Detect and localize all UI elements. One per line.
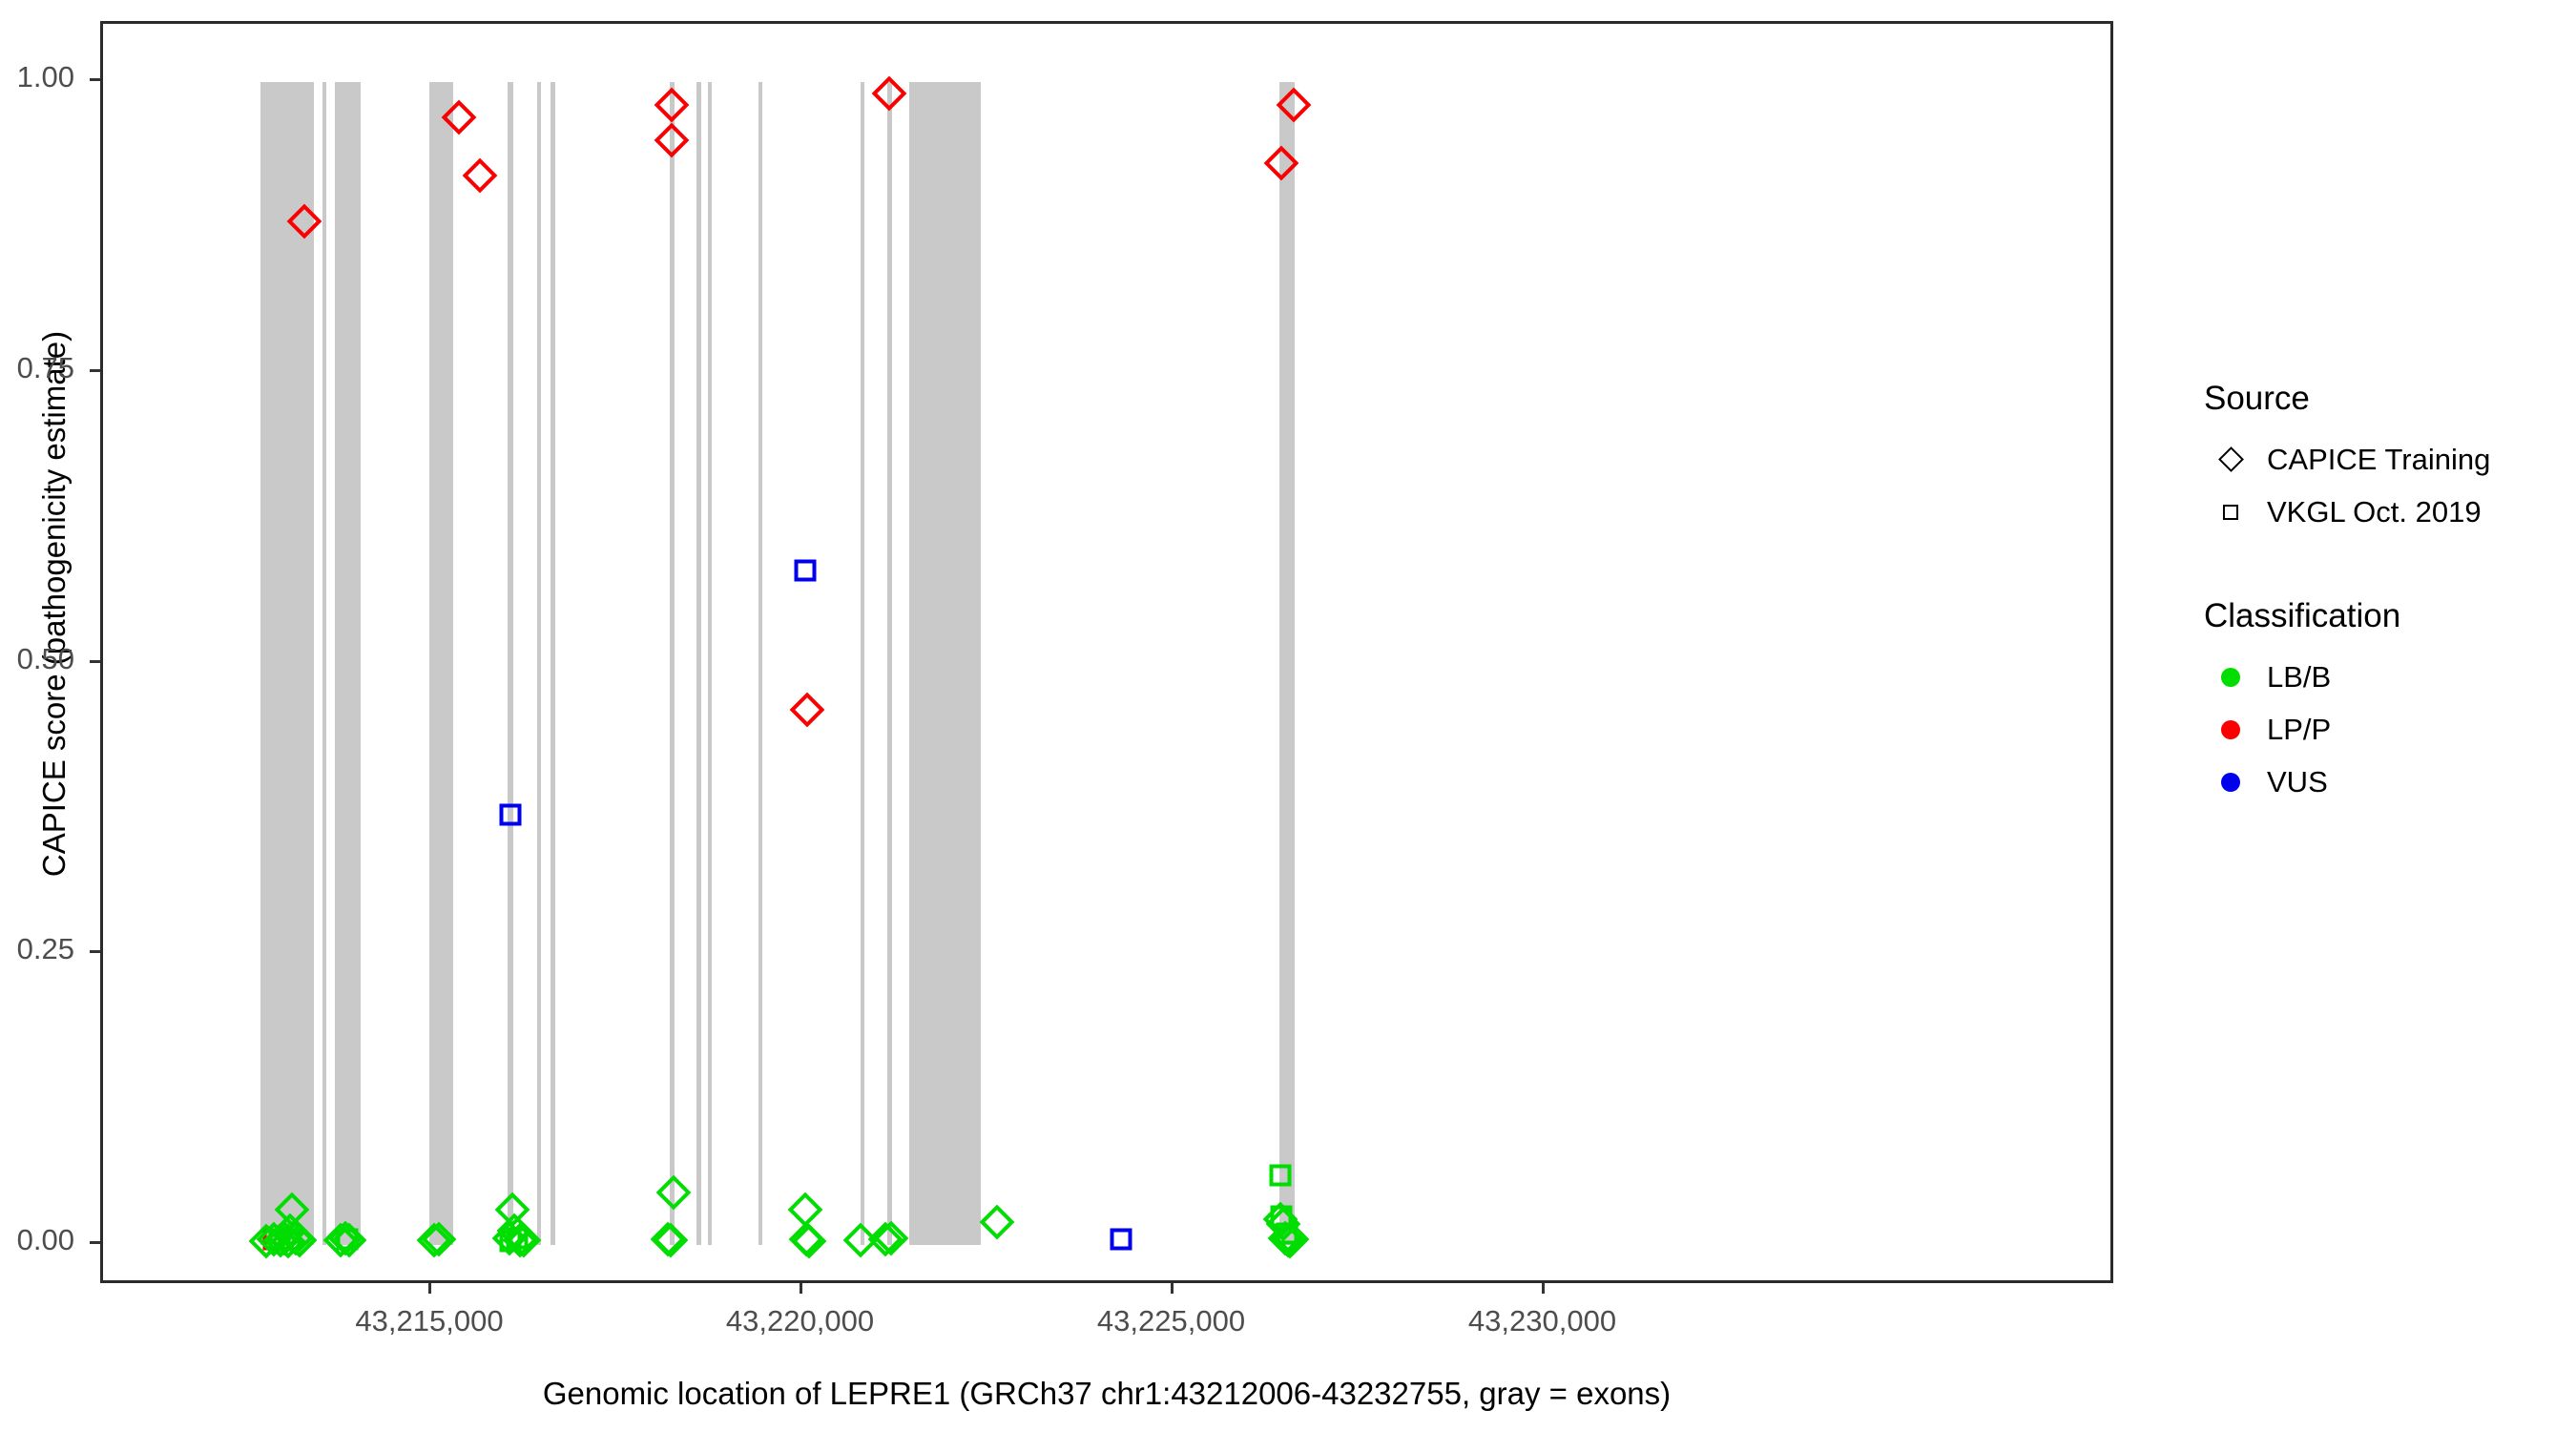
data-point-square [279, 1229, 301, 1252]
data-point-diamond [789, 692, 825, 728]
data-point-square [499, 803, 522, 826]
exon-band [909, 82, 982, 1245]
x-tick-label: 43,215,000 [355, 1304, 504, 1338]
circle-icon [2221, 719, 2240, 739]
legend-item-classification-key-icon [2204, 703, 2257, 756]
y-tick-label: 0.00 [16, 1223, 74, 1256]
exon-band [758, 82, 763, 1245]
data-point-square [1276, 1222, 1298, 1245]
square-icon [2223, 504, 2238, 520]
plot-panel [100, 21, 2113, 1283]
x-tick-mark [1170, 1283, 1174, 1294]
exon-band [1279, 82, 1295, 1245]
data-point-diamond [654, 122, 690, 158]
legend-group-source: CAPICE Training VKGL Oct. 2019 [2204, 433, 2576, 538]
exon-band [536, 82, 542, 1245]
data-point-square [1110, 1228, 1132, 1251]
data-point-diamond [655, 1174, 692, 1211]
x-axis-title: Genomic location of LEPRE1 (GRCh37 chr1:… [542, 1376, 1672, 1411]
diamond-icon [2217, 446, 2244, 472]
y-tick-label: 0.25 [16, 932, 74, 966]
legend: Source CAPICE Training VKGL Oct. 2019 Cla… [2204, 380, 2576, 808]
legend-item-source-key-icon [2204, 486, 2257, 538]
legend-item-classification[interactable]: LP/P [2204, 703, 2576, 756]
legend-item-classification-key-icon [2204, 756, 2257, 808]
y-tick-mark [90, 659, 100, 663]
x-tick-label: 43,225,000 [1096, 1304, 1246, 1338]
legend-spacer [2204, 538, 2576, 597]
legend-item-source-label: VKGL Oct. 2019 [2267, 494, 2482, 529]
y-tick-mark [90, 78, 100, 81]
legend-group-classification: LB/B LP/P VUS [2204, 651, 2576, 808]
y-tick-mark [90, 1241, 100, 1244]
legend-item-classification[interactable]: LB/B [2204, 651, 2576, 703]
exon-band [696, 82, 701, 1245]
y-tick-label: 0.50 [16, 641, 74, 675]
data-point-square [499, 1230, 522, 1253]
x-tick-mark [428, 1283, 431, 1294]
legend-item-source-key-icon [2204, 433, 2257, 486]
legend-title-source: Source [2204, 380, 2310, 417]
data-point-diamond [653, 1222, 689, 1258]
x-tick-mark [1541, 1283, 1545, 1294]
exon-band [334, 82, 361, 1245]
legend-item-source[interactable]: VKGL Oct. 2019 [2204, 486, 2576, 538]
exon-band [551, 82, 555, 1245]
circle-icon [2221, 772, 2240, 792]
legend-item-classification[interactable]: VUS [2204, 756, 2576, 808]
y-tick-label: 0.75 [16, 350, 74, 384]
legend-title-classification: Classification [2204, 597, 2401, 634]
y-tick-label: 1.00 [16, 60, 74, 93]
data-point-square [794, 559, 817, 582]
exon-band [669, 82, 675, 1245]
data-point-diamond [979, 1204, 1015, 1239]
legend-item-source[interactable]: CAPICE Training [2204, 433, 2576, 486]
legend-item-source-label: CAPICE Training [2267, 442, 2491, 476]
circle-icon [2221, 667, 2240, 687]
exon-band [322, 82, 326, 1245]
exon-band [887, 82, 892, 1245]
legend-item-classification-key-icon [2204, 651, 2257, 703]
y-tick-mark [90, 368, 100, 372]
data-point-square [506, 1227, 529, 1250]
y-tick-mark [90, 950, 100, 954]
exon-band [507, 82, 514, 1245]
exon-band [707, 82, 713, 1245]
data-point-square [1269, 1164, 1292, 1187]
x-tick-label: 43,220,000 [725, 1304, 875, 1338]
legend-item-classification-label: LP/P [2267, 712, 2332, 746]
x-tick-mark [799, 1283, 802, 1294]
x-tick-label: 43,230,000 [1467, 1304, 1617, 1338]
exon-band [429, 82, 453, 1245]
data-point-diamond [871, 75, 907, 112]
exon-band [860, 82, 865, 1245]
legend-item-classification-label: VUS [2267, 764, 2328, 798]
data-point-diamond [654, 87, 690, 123]
exon-band [260, 82, 315, 1245]
legend-item-classification-label: LB/B [2267, 659, 2332, 694]
data-point-diamond [462, 157, 498, 193]
data-point-square [336, 1228, 359, 1251]
